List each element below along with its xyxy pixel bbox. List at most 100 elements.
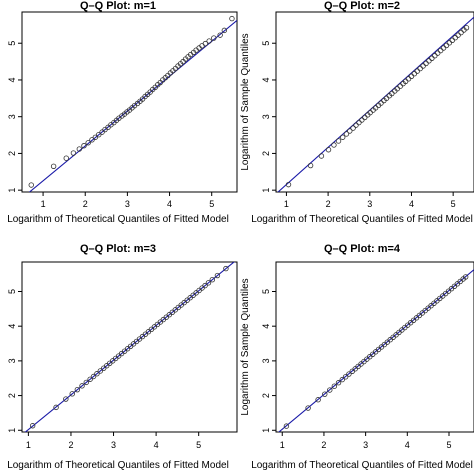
qq-point bbox=[69, 391, 75, 397]
qq-point bbox=[362, 114, 368, 121]
plot-content bbox=[278, 269, 474, 432]
x-tick-label: 4 bbox=[154, 440, 159, 450]
qq-panel-4: Q–Q Plot: m=4 1 2 3 4 5 1 2 3 4 5 Logarithm of Theo… bbox=[240, 243, 474, 471]
qq-point bbox=[356, 119, 362, 126]
qq-point bbox=[458, 29, 464, 36]
plot-content bbox=[24, 262, 235, 432]
qq-point bbox=[97, 368, 104, 374]
qq-point bbox=[209, 276, 216, 283]
qq-point bbox=[305, 405, 311, 411]
qq-point bbox=[229, 15, 235, 22]
qq-point bbox=[92, 134, 99, 140]
x-axis-label: Logarithm of Theoretical Quantiles of Fi… bbox=[251, 214, 473, 225]
qq-point bbox=[76, 146, 83, 152]
x-tick-label: 3 bbox=[111, 440, 116, 450]
x-tick-label: 1 bbox=[284, 199, 289, 209]
qq-point bbox=[322, 391, 328, 397]
qq-point bbox=[202, 40, 209, 47]
y-tick-label: 1 bbox=[261, 188, 271, 193]
qq-point bbox=[217, 32, 223, 38]
qq-point bbox=[327, 387, 333, 393]
qq-point bbox=[411, 71, 418, 77]
qq-point bbox=[423, 60, 429, 67]
x-tick-label: 3 bbox=[363, 440, 368, 450]
qq-point bbox=[74, 386, 81, 393]
qq-point bbox=[63, 396, 69, 402]
qq-point bbox=[342, 374, 349, 380]
y-tick-label: 4 bbox=[261, 77, 271, 82]
plot-title: Q–Q Plot: m=4 bbox=[324, 243, 401, 255]
x-axis-label: Logarithm of Theoretical Quantiles of Fi… bbox=[251, 460, 473, 471]
qq-point bbox=[455, 32, 461, 38]
y-tick-label: 2 bbox=[7, 393, 17, 398]
y-tick-label: 1 bbox=[7, 188, 17, 193]
qq-point bbox=[452, 35, 458, 41]
qq-point bbox=[353, 122, 359, 128]
qq-point bbox=[214, 272, 221, 279]
qq-point bbox=[462, 274, 469, 280]
y-tick-label: 1 bbox=[7, 428, 17, 433]
qq-point bbox=[437, 47, 444, 54]
x-tick-label: 4 bbox=[405, 440, 410, 450]
qq-point bbox=[331, 383, 338, 389]
qq-point bbox=[318, 153, 325, 159]
plot-frame bbox=[21, 261, 238, 433]
plot-content bbox=[277, 16, 474, 192]
qq-point bbox=[81, 143, 87, 149]
qq-point bbox=[85, 140, 91, 146]
qq-point bbox=[221, 27, 228, 34]
y-tick-label: 5 bbox=[261, 289, 271, 294]
qq-point bbox=[335, 380, 342, 386]
qq-point bbox=[206, 38, 212, 44]
x-tick-label: 3 bbox=[367, 199, 372, 209]
x-axis-label: Logarithm of Theoretical Quantiles of Fi… bbox=[7, 214, 229, 225]
y-tick-label: 5 bbox=[7, 41, 17, 46]
qq-point bbox=[414, 68, 421, 74]
x-tick-label: 1 bbox=[280, 440, 285, 450]
qq-point bbox=[446, 40, 453, 46]
qq-point bbox=[89, 137, 95, 143]
plot-title: Q–Q Plot: m=2 bbox=[324, 0, 400, 12]
qq-point bbox=[426, 58, 432, 64]
x-tick-label: 5 bbox=[446, 440, 451, 450]
qq-point bbox=[90, 373, 97, 380]
qq-panel-3: Q–Q Plot: m=3 1 2 3 4 5 1 2 3 4 5 Logarithm of Theo… bbox=[7, 243, 238, 471]
x-tick-label: 2 bbox=[83, 199, 88, 209]
x-tick-label: 2 bbox=[321, 440, 326, 450]
qq-point bbox=[29, 423, 36, 429]
y-tick-label: 3 bbox=[261, 114, 271, 119]
qq-point bbox=[346, 371, 352, 377]
qq-point bbox=[285, 181, 292, 188]
qq-point bbox=[211, 35, 217, 41]
qq-point bbox=[223, 265, 229, 272]
qq-point bbox=[307, 162, 314, 169]
qq-point bbox=[420, 63, 426, 69]
qq-point bbox=[205, 280, 212, 286]
qq-point bbox=[463, 25, 470, 31]
qq-point bbox=[325, 147, 332, 153]
y-tick-label: 5 bbox=[7, 289, 17, 294]
plot-frame bbox=[275, 11, 474, 193]
qq-point bbox=[83, 379, 89, 386]
y-tick-label: 2 bbox=[261, 151, 271, 156]
qq-point bbox=[443, 42, 450, 49]
plot-content bbox=[28, 15, 237, 192]
qq-point bbox=[417, 65, 423, 72]
x-tick-label: 4 bbox=[167, 199, 172, 209]
y-tick-label: 3 bbox=[7, 358, 17, 363]
x-tick-label: 5 bbox=[196, 440, 201, 450]
y-tick-label: 3 bbox=[261, 358, 271, 363]
y-axis-label: Logarithm of Sample Quantiles bbox=[240, 278, 251, 415]
qq-point bbox=[96, 131, 102, 138]
x-tick-label: 2 bbox=[326, 199, 331, 209]
qq-point bbox=[350, 125, 356, 131]
qq-point bbox=[429, 55, 435, 61]
x-tick-label: 5 bbox=[451, 199, 456, 209]
qq-panel-1: Q–Q Plot: m=1 1 2 3 4 5 1 2 3 4 5 Logarithm of Theo… bbox=[7, 0, 238, 225]
qq-point bbox=[28, 182, 34, 188]
y-tick-label: 4 bbox=[7, 324, 17, 329]
y-tick-label: 5 bbox=[261, 41, 271, 46]
qq-point bbox=[405, 76, 412, 82]
